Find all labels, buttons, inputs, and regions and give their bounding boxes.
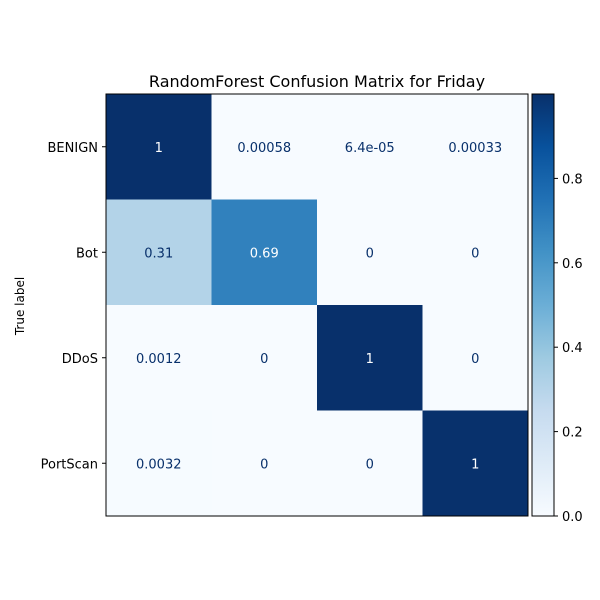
cell-value-label: 0.0012 [136,352,182,367]
colorbar-tick-label: 0.0 [562,510,583,525]
heatmap-cell-labels: 1 0.00058 6.4e-05 0.00033 0.31 0.69 0 0 0.0012 0 1… [136,141,502,473]
colorbar-tick-label: 0.8 [562,172,583,187]
row-tick-labels: BENIGN Bot DDoS PortScan [41,141,106,472]
colorbar-gradient [531,93,555,517]
heatmap-cell [106,94,212,200]
cell-value-label: 1 [155,141,163,156]
heatmap-cells [106,94,529,517]
heatmap-cell [317,410,423,517]
row-tick-label: DDoS [62,352,98,367]
heatmap-cell [211,94,318,200]
row-tick-label: Bot [76,246,98,261]
row-tick-label: BENIGN [48,141,99,156]
cell-value-label: 0 [260,457,268,472]
heatmap-cell [211,410,318,517]
row-tick-label: PortScan [41,457,98,472]
cell-value-label: 0 [260,352,268,367]
y-axis-label: True label [13,277,27,336]
heatmap-cell [422,410,529,517]
cell-value-label: 0.69 [250,246,279,261]
cell-value-label: 1 [366,352,374,367]
cell-value-label: 0.31 [144,246,173,261]
cell-value-label: 0 [471,246,479,261]
cell-value-label: 0 [366,457,374,472]
heatmap-cell [317,305,423,411]
colorbar-ticks: 0.0 0.2 0.4 0.6 0.8 [554,172,583,525]
chart-title: RandomForest Confusion Matrix for Friday [149,72,485,91]
colorbar-tick-label: 0.2 [562,426,583,441]
colorbar-tick-label: 0.4 [562,341,583,356]
heatmap-cell [211,305,318,411]
cell-value-label: 0.00033 [448,141,502,156]
heatmap-cell [422,199,529,306]
cell-value-label: 0.0032 [136,457,182,472]
cell-value-label: 6.4e-05 [345,141,395,156]
cell-value-label: 0.00058 [237,141,291,156]
cell-value-label: 1 [471,457,479,472]
heatmap-cell [317,94,423,200]
cell-value-label: 0 [366,246,374,261]
heatmap-cell [317,199,423,306]
plot-frame [105,93,529,517]
colorbar-tick-label: 0.6 [562,257,583,272]
heatmap-cell [106,199,212,306]
heatmap-cell [106,410,212,517]
heatmap-cell [211,199,318,306]
heatmap-cell [422,94,529,200]
colorbar: 0.0 0.2 0.4 0.6 0.8 [531,93,583,525]
heatmap-cell [106,305,212,411]
cell-value-label: 0 [471,352,479,367]
heatmap-cell [422,305,529,411]
